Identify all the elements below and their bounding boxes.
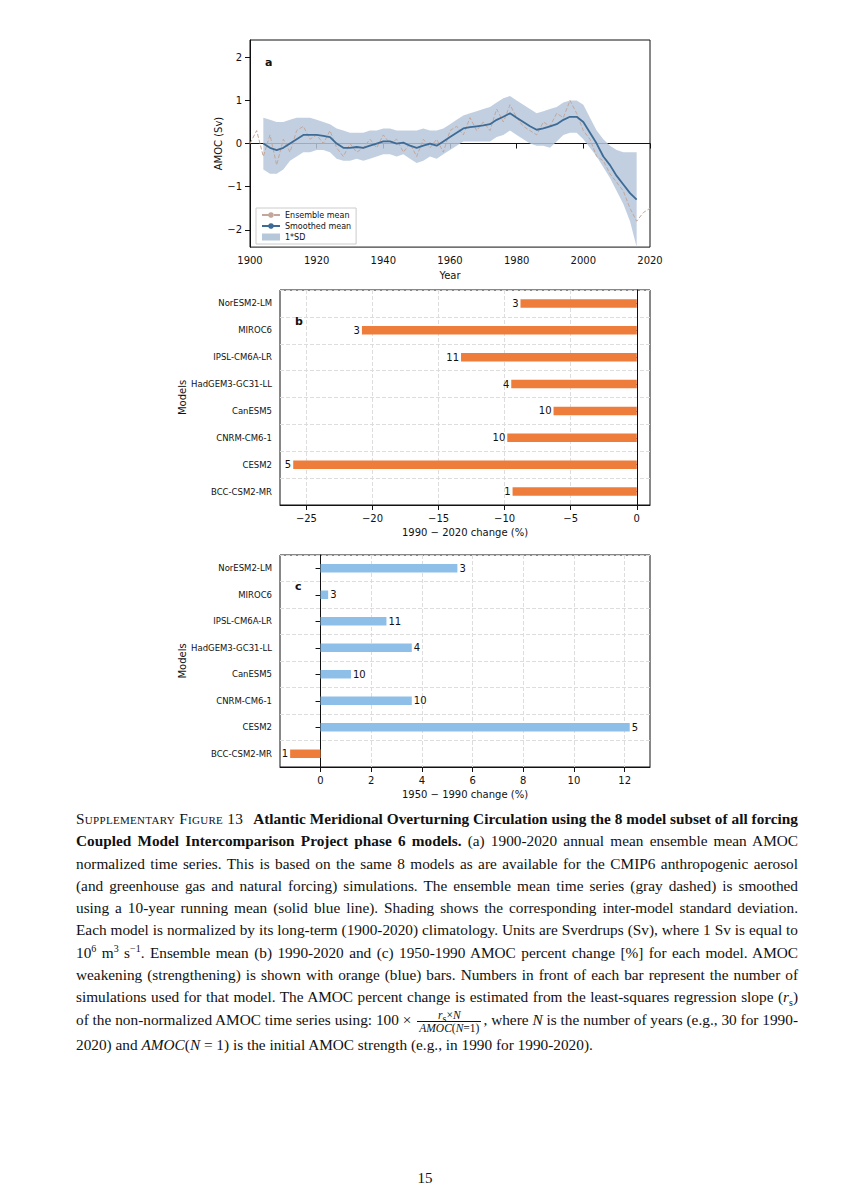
svg-text:1990 − 2020 change (%): 1990 − 2020 change (%)	[402, 527, 528, 538]
svg-text:c: c	[295, 580, 302, 593]
svg-text:1: 1	[236, 95, 242, 106]
svg-text:BCC-CSM2-MR: BCC-CSM2-MR	[211, 749, 272, 759]
svg-text:CanESM5: CanESM5	[232, 669, 272, 679]
svg-text:Ensemble mean: Ensemble mean	[285, 211, 349, 220]
svg-text:10: 10	[568, 775, 581, 786]
svg-text:1980: 1980	[504, 255, 529, 266]
html-text:AMOC (N =1) , where N is the n: AMOC (N =1) , where N is the number of y…	[76, 1010, 798, 1053]
svg-text:Models: Models	[177, 643, 188, 678]
svg-text:1940: 1940	[371, 255, 396, 266]
html-text:rs× N: rs× N	[438, 1008, 461, 1024]
svg-text:b: b	[295, 315, 303, 328]
svg-text:−10: −10	[494, 513, 515, 524]
svg-text:0: 0	[317, 775, 323, 786]
svg-text:10: 10	[539, 405, 552, 416]
svg-text:5: 5	[632, 722, 638, 733]
svg-text:1920: 1920	[304, 255, 329, 266]
html-text:Atlantic Meridional Overturnin: Atlantic Meridional Overturning Circulat…	[76, 810, 798, 1028]
svg-text:1: 1	[282, 748, 288, 759]
svg-text:Year: Year	[438, 270, 461, 281]
html-text:Supplementary Figure 13: Supplementary Figure 13	[76, 810, 244, 827]
html-text:15: 15	[417, 1170, 433, 1186]
svg-text:IPSL-CM6A-LR: IPSL-CM6A-LR	[213, 352, 272, 362]
svg-text:AMOC (Sv): AMOC (Sv)	[213, 117, 224, 171]
svg-text:4: 4	[503, 379, 509, 390]
svg-text:NorESM2-LM: NorESM2-LM	[218, 298, 272, 308]
svg-text:−15: −15	[428, 513, 449, 524]
svg-text:0: 0	[236, 138, 242, 149]
svg-text:MIROC6: MIROC6	[238, 325, 272, 335]
svg-text:0: 0	[634, 513, 640, 524]
svg-text:2000: 2000	[571, 255, 596, 266]
svg-text:CESM2: CESM2	[243, 460, 272, 470]
svg-text:4: 4	[414, 642, 420, 653]
svg-text:11: 11	[446, 352, 459, 363]
svg-text:HadGEM3-GC31-LL: HadGEM3-GC31-LL	[191, 643, 272, 653]
svg-text:CNRM-CM6-1: CNRM-CM6-1	[216, 696, 272, 706]
svg-text:MIROC6: MIROC6	[238, 590, 272, 600]
svg-text:3: 3	[354, 325, 360, 336]
svg-text:HadGEM3-GC31-LL: HadGEM3-GC31-LL	[191, 379, 272, 389]
svg-text:a: a	[265, 56, 272, 69]
svg-text:−5: −5	[563, 513, 578, 524]
svg-text:1*SD: 1*SD	[285, 233, 305, 242]
svg-text:BCC-CSM2-MR: BCC-CSM2-MR	[211, 487, 272, 497]
svg-text:−25: −25	[296, 513, 317, 524]
svg-text:4: 4	[419, 775, 425, 786]
svg-text:5: 5	[285, 459, 291, 470]
svg-text:CNRM-CM6-1: CNRM-CM6-1	[216, 433, 272, 443]
svg-text:10: 10	[353, 669, 366, 680]
svg-text:1960: 1960	[437, 255, 462, 266]
svg-text:−20: −20	[362, 513, 383, 524]
svg-text:2: 2	[368, 775, 374, 786]
svg-text:8: 8	[520, 775, 526, 786]
svg-text:1950 − 1990 change (%): 1950 − 1990 change (%)	[402, 789, 528, 800]
svg-text:1900: 1900	[237, 255, 262, 266]
svg-text:10: 10	[414, 695, 427, 706]
svg-text:−2: −2	[227, 224, 242, 235]
svg-text:1: 1	[504, 486, 510, 497]
svg-text:Smoothed mean: Smoothed mean	[285, 222, 351, 231]
svg-text:12: 12	[618, 775, 631, 786]
svg-text:IPSL-CM6A-LR: IPSL-CM6A-LR	[213, 616, 272, 626]
svg-text:3: 3	[512, 298, 518, 309]
svg-text:6: 6	[469, 775, 475, 786]
svg-text:3: 3	[459, 563, 465, 574]
svg-text:−1: −1	[227, 181, 242, 192]
svg-text:10: 10	[493, 432, 506, 443]
svg-text:2: 2	[236, 52, 242, 63]
svg-text:2020: 2020	[637, 255, 662, 266]
svg-text:CESM2: CESM2	[243, 722, 272, 732]
svg-text:CanESM5: CanESM5	[232, 406, 272, 416]
svg-text:NorESM2-LM: NorESM2-LM	[218, 563, 272, 573]
svg-text:Models: Models	[177, 380, 188, 415]
svg-text:3: 3	[330, 589, 336, 600]
svg-text:11: 11	[388, 616, 401, 627]
